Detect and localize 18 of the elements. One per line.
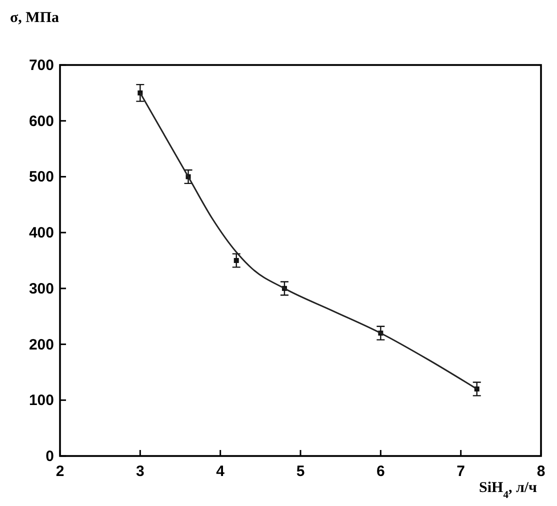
point [234,258,239,263]
x-tick-label: 2 [56,463,64,480]
y-axis-title: σ, МПа [10,10,60,26]
x-tick-label: 7 [456,463,466,480]
x-tick-label: 3 [136,463,144,480]
y-tick-label: 100 [28,392,54,410]
x-tick-label: 8 [536,463,546,480]
y-tick-label: 700 [28,57,54,74]
y-tick-label: 300 [28,280,54,298]
x-tick-label: 5 [296,463,305,480]
x-axis-title: SiH$_{4}$, л/ч [479,480,538,500]
x-tick-label: 4 [216,463,226,480]
y-tick-label: 600 [28,112,54,130]
y-tick-label: 200 [28,336,54,354]
y-tick-label: 400 [28,224,54,242]
x-tick-label: 6 [376,463,385,480]
y-tick-label: 500 [28,168,54,186]
y-tick-label: 0 [46,448,54,465]
